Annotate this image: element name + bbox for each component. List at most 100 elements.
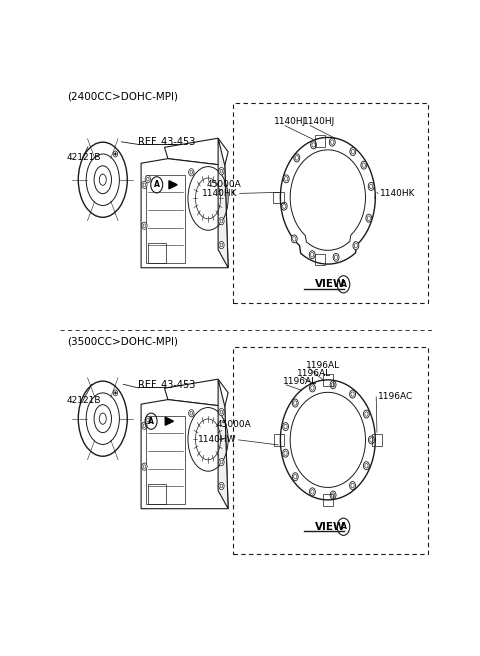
Circle shape <box>354 243 358 248</box>
Circle shape <box>142 181 147 188</box>
Circle shape <box>114 153 116 155</box>
Circle shape <box>284 424 287 429</box>
Text: VIEW: VIEW <box>315 279 345 289</box>
Text: 42121B: 42121B <box>67 396 101 405</box>
Text: REF. 43-453: REF. 43-453 <box>138 380 195 390</box>
Circle shape <box>332 382 335 387</box>
Text: A: A <box>340 522 347 531</box>
Circle shape <box>285 176 288 181</box>
Polygon shape <box>141 159 228 268</box>
Circle shape <box>309 251 315 258</box>
Circle shape <box>283 204 286 209</box>
Circle shape <box>219 218 224 225</box>
Circle shape <box>142 422 147 430</box>
Circle shape <box>363 410 369 418</box>
Circle shape <box>219 409 224 416</box>
Circle shape <box>220 410 223 414</box>
Text: 45000A: 45000A <box>216 420 251 429</box>
Circle shape <box>283 449 288 457</box>
Text: 1196AL: 1196AL <box>282 377 317 386</box>
Circle shape <box>333 253 339 261</box>
Text: 42121B: 42121B <box>67 152 101 161</box>
Polygon shape <box>218 138 228 268</box>
Circle shape <box>219 241 224 249</box>
Circle shape <box>220 169 223 173</box>
Circle shape <box>368 182 374 190</box>
Circle shape <box>142 222 147 230</box>
Circle shape <box>294 401 297 405</box>
Text: 1140HK: 1140HK <box>380 189 415 198</box>
Circle shape <box>349 482 356 489</box>
Circle shape <box>353 241 359 250</box>
Text: REF. 43-453: REF. 43-453 <box>138 137 195 147</box>
Polygon shape <box>165 379 228 407</box>
Circle shape <box>370 438 373 442</box>
Circle shape <box>113 151 118 157</box>
Circle shape <box>220 484 223 488</box>
Circle shape <box>113 390 118 396</box>
Circle shape <box>284 451 287 455</box>
Circle shape <box>310 488 315 496</box>
Circle shape <box>146 419 149 422</box>
Text: 1196AL: 1196AL <box>297 369 332 379</box>
Circle shape <box>189 169 194 176</box>
Circle shape <box>295 155 299 160</box>
Circle shape <box>291 235 297 243</box>
Circle shape <box>219 167 224 174</box>
Circle shape <box>283 174 289 183</box>
Circle shape <box>312 142 315 147</box>
Circle shape <box>220 461 223 464</box>
Circle shape <box>143 183 146 186</box>
Circle shape <box>219 482 224 489</box>
Circle shape <box>143 424 146 428</box>
Text: 1196AC: 1196AC <box>378 392 413 401</box>
Circle shape <box>365 464 368 468</box>
Circle shape <box>145 175 150 183</box>
Circle shape <box>283 422 288 430</box>
Polygon shape <box>218 379 228 508</box>
Text: 1140HJ: 1140HJ <box>274 117 306 126</box>
Text: 1140HK: 1140HK <box>202 189 238 198</box>
Circle shape <box>365 412 368 417</box>
Circle shape <box>293 237 296 241</box>
Circle shape <box>292 473 298 481</box>
Circle shape <box>311 489 314 494</box>
Circle shape <box>311 253 314 257</box>
Text: (3500CC>DOHC-MPI): (3500CC>DOHC-MPI) <box>67 337 178 346</box>
Circle shape <box>190 411 192 415</box>
Circle shape <box>366 215 372 222</box>
Text: A: A <box>154 180 160 190</box>
Polygon shape <box>169 181 177 189</box>
Circle shape <box>363 462 369 470</box>
Circle shape <box>330 380 336 389</box>
Circle shape <box>351 483 354 488</box>
Circle shape <box>311 141 316 149</box>
Text: A: A <box>340 280 347 289</box>
Text: 1140HJ: 1140HJ <box>303 117 335 126</box>
Circle shape <box>220 243 223 247</box>
Circle shape <box>311 386 314 390</box>
Circle shape <box>330 491 336 499</box>
Polygon shape <box>141 400 228 508</box>
Text: VIEW: VIEW <box>315 522 345 532</box>
Circle shape <box>190 171 192 174</box>
Circle shape <box>329 138 335 146</box>
Circle shape <box>361 161 367 169</box>
Circle shape <box>335 255 338 260</box>
Circle shape <box>143 224 146 228</box>
Circle shape <box>310 384 315 392</box>
Circle shape <box>294 154 300 162</box>
Circle shape <box>146 177 149 181</box>
Circle shape <box>351 150 354 154</box>
Text: 1140HW: 1140HW <box>198 436 237 444</box>
Circle shape <box>294 474 297 479</box>
Text: A: A <box>148 417 154 426</box>
Circle shape <box>351 392 354 396</box>
Circle shape <box>367 216 371 220</box>
Circle shape <box>219 459 224 466</box>
Circle shape <box>370 184 373 189</box>
Circle shape <box>142 463 147 470</box>
Circle shape <box>332 493 335 497</box>
Circle shape <box>349 390 356 398</box>
Circle shape <box>145 417 150 424</box>
